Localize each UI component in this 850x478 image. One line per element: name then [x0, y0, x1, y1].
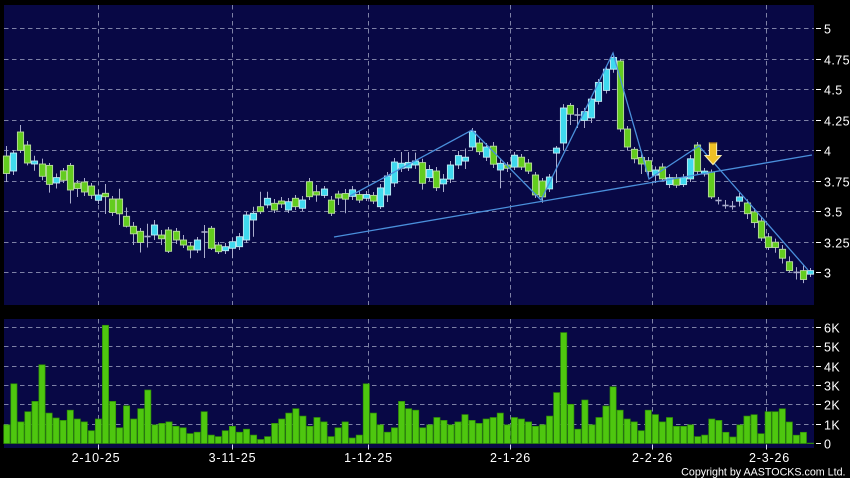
svg-text:5: 5: [824, 22, 831, 36]
svg-text:3.75: 3.75: [824, 175, 850, 189]
svg-text:3.25: 3.25: [824, 236, 850, 250]
svg-text:3: 3: [824, 266, 831, 280]
svg-text:2-3-26: 2-3-26: [749, 451, 790, 465]
svg-text:2-1-26: 2-1-26: [490, 451, 531, 465]
svg-text:4K: 4K: [824, 360, 840, 374]
svg-text:1K: 1K: [824, 418, 840, 432]
svg-text:3.5: 3.5: [824, 205, 843, 219]
svg-text:Copyright by AASTOCKS.com Ltd.: Copyright by AASTOCKS.com Ltd.: [681, 466, 845, 478]
svg-text:2-10-25: 2-10-25: [72, 451, 121, 465]
svg-text:3-11-25: 3-11-25: [209, 451, 257, 465]
svg-text:2K: 2K: [824, 398, 840, 412]
svg-text:1-12-25: 1-12-25: [344, 451, 393, 465]
svg-text:2-2-26: 2-2-26: [632, 451, 673, 465]
svg-text:4: 4: [824, 144, 831, 158]
svg-text:4.25: 4.25: [824, 114, 850, 128]
svg-text:0: 0: [824, 437, 831, 451]
svg-text:3K: 3K: [824, 379, 840, 393]
svg-text:4.75: 4.75: [824, 53, 850, 67]
svg-text:4.5: 4.5: [824, 83, 843, 97]
svg-text:6K: 6K: [824, 321, 840, 335]
svg-text:5K: 5K: [824, 340, 840, 354]
